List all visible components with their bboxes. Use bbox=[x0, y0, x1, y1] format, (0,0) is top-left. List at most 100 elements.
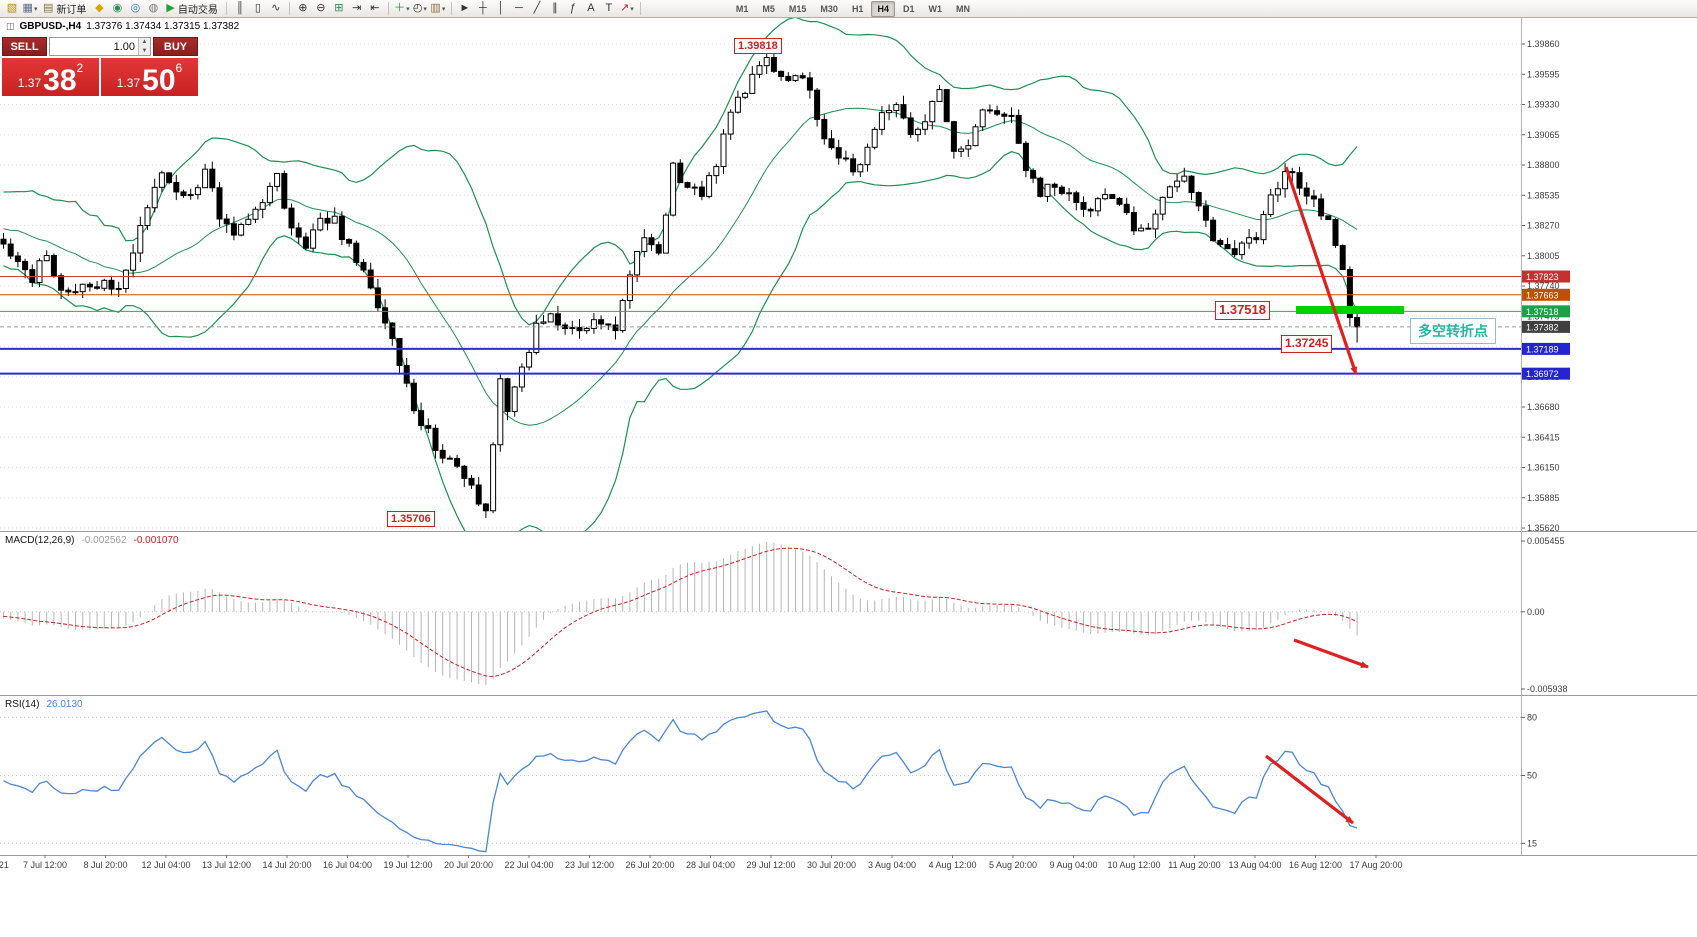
candlestick-chart-button[interactable]: ▯ bbox=[249, 1, 267, 17]
time-axis-label: 28 Jul 04:00 bbox=[686, 860, 735, 870]
channel-button[interactable]: ∥ bbox=[546, 1, 564, 17]
sell-price-big: 38 bbox=[43, 63, 77, 97]
price-tag-label: 1.37518 bbox=[1526, 307, 1559, 317]
support-highlight-bar[interactable] bbox=[1296, 306, 1404, 314]
chart-title-bar: ◫ GBPUSD-,H4 1.37376 1.37434 1.37315 1.3… bbox=[6, 21, 239, 32]
toolbar-separator bbox=[639, 2, 641, 15]
sell-price-display[interactable]: 1.37 38 2 bbox=[2, 58, 99, 96]
buy-button[interactable]: BUY bbox=[153, 37, 198, 56]
data-window-button[interactable]: ◉ bbox=[108, 1, 126, 17]
text-button[interactable]: A bbox=[582, 1, 600, 17]
horizontal-line-button[interactable]: ─ bbox=[510, 1, 528, 17]
marketwatch-button[interactable]: ◆ bbox=[90, 1, 108, 17]
price-scale-label: 1.38535 bbox=[1527, 190, 1560, 200]
timeframe-h1-button[interactable]: H1 bbox=[851, 3, 864, 14]
cursor-icon: ► bbox=[459, 2, 471, 14]
fibonacci-button[interactable]: ƒ bbox=[564, 1, 582, 17]
toolbar-separator bbox=[225, 2, 227, 15]
indicators-button[interactable]: ＋ ▾ bbox=[393, 1, 411, 17]
trade-controls-row: SELL 1.00 ▲ ▼ BUY bbox=[2, 37, 198, 56]
buy-price-display[interactable]: 1.37 50 6 bbox=[101, 58, 198, 96]
price-tag-1.37823 bbox=[1522, 270, 1570, 283]
macd-down-arrow[interactable] bbox=[1293, 638, 1369, 669]
time-axis-label: 30 Jul 20:00 bbox=[807, 860, 856, 870]
timeframe-mn-button[interactable]: MN bbox=[955, 3, 970, 14]
timeframe-w1-button[interactable]: W1 bbox=[928, 3, 942, 14]
sell-button[interactable]: SELL bbox=[2, 37, 47, 56]
crosshair-icon: ┼ bbox=[478, 2, 487, 14]
price-tag-1.37663 bbox=[1522, 288, 1570, 301]
terminal-icon: ◍ bbox=[148, 2, 159, 14]
macd-title: MACD(12,26,9) -0.002562 -0.001070 bbox=[5, 535, 179, 546]
price-tag-label: 1.37382 bbox=[1526, 322, 1559, 332]
chart-shift-icon: ⇤ bbox=[370, 2, 380, 14]
spinner-down-icon[interactable]: ▼ bbox=[139, 46, 150, 55]
chart-shift-button[interactable]: ⇤ bbox=[366, 1, 384, 17]
new-chart-button[interactable]: ▦ ▾ bbox=[21, 1, 39, 17]
candles-layer bbox=[0, 48, 1361, 519]
timeframe-d1-button[interactable]: D1 bbox=[902, 3, 915, 14]
arrows-button[interactable]: ↗ ▾ bbox=[618, 1, 636, 17]
timeframe-m15-button[interactable]: M15 bbox=[788, 3, 807, 14]
periods-icon: ◴ bbox=[412, 2, 423, 14]
time-axis-label: 4 Aug 12:00 bbox=[928, 860, 976, 870]
spinner-up-icon[interactable]: ▲ bbox=[139, 38, 150, 47]
price-scale-label: 1.36150 bbox=[1527, 463, 1560, 473]
price-tag-1.37189 bbox=[1522, 342, 1570, 355]
dropdown-caret-icon: ▾ bbox=[441, 5, 446, 13]
price-scale-label: 1.36680 bbox=[1527, 402, 1560, 412]
volume-input[interactable]: 1.00 ▲ ▼ bbox=[49, 37, 151, 56]
rsi-down-arrow[interactable] bbox=[1265, 754, 1354, 825]
zoom-in-button[interactable]: ⊕ bbox=[294, 1, 312, 17]
time-axis-label: 7 Jul 12:00 bbox=[23, 860, 67, 870]
volume-value: 1.00 bbox=[113, 40, 135, 53]
time-axis-label: 23 Jul 12:00 bbox=[565, 860, 614, 870]
auto-scroll-button[interactable]: ⇥ bbox=[348, 1, 366, 17]
periods-button[interactable]: ◴ ▾ bbox=[411, 1, 429, 17]
trendline-icon: ╱ bbox=[533, 2, 541, 14]
terminal-button[interactable]: ◍ bbox=[144, 1, 162, 17]
time-axis-label: 14 Jul 20:00 bbox=[262, 860, 311, 870]
crosshair-button[interactable]: ┼ bbox=[474, 1, 492, 17]
time-axis-label: 13 Jul 12:00 bbox=[202, 860, 251, 870]
timeframe-m1-button[interactable]: M1 bbox=[735, 3, 749, 14]
indicators-icon: ＋ bbox=[394, 2, 406, 14]
app-icon: ▧ bbox=[3, 1, 21, 17]
new-order-button[interactable]: ▤ 新订单 bbox=[39, 1, 90, 17]
line-chart-button[interactable]: ∿ bbox=[267, 1, 285, 17]
rsi-scale-label: 80 bbox=[1527, 712, 1537, 722]
volume-spinner[interactable]: ▲ ▼ bbox=[138, 38, 150, 55]
timeframe-h4-button[interactable]: H4 bbox=[871, 0, 895, 17]
price-scale-label: 1.39595 bbox=[1527, 69, 1560, 79]
price-tag-label: 1.37823 bbox=[1526, 272, 1559, 282]
vertical-line-button[interactable]: │ bbox=[492, 1, 510, 17]
horizontal-line-icon: ─ bbox=[514, 2, 523, 14]
price-scale-label: 1.38270 bbox=[1527, 221, 1560, 231]
cursor-button[interactable]: ► bbox=[456, 1, 474, 17]
templates-button[interactable]: ▥ ▾ bbox=[429, 1, 447, 17]
rsi-scale-label: 15 bbox=[1527, 838, 1537, 848]
time-axis-label: 22 Jul 04:00 bbox=[504, 860, 553, 870]
timeframe-m30-button[interactable]: M30 bbox=[820, 3, 838, 14]
bar-chart-button[interactable]: ║ bbox=[231, 1, 249, 17]
data-window-icon: ◉ bbox=[112, 2, 123, 14]
trendline-button[interactable]: ╱ bbox=[528, 1, 546, 17]
buy-price-small: 1.37 bbox=[116, 76, 141, 90]
zoom-out-button[interactable]: ⊖ bbox=[312, 1, 330, 17]
navigator-button[interactable]: ◎ bbox=[126, 1, 144, 17]
tile-windows-button[interactable]: ⊞ bbox=[330, 1, 348, 17]
autotrading-button[interactable]: ▶ 自动交易 bbox=[162, 1, 221, 17]
templates-icon: ▥ bbox=[430, 2, 441, 14]
time-axis-label: 17 Aug 20:00 bbox=[1349, 860, 1402, 870]
chart-ohlc-values: 1.37376 1.37434 1.37315 1.37382 bbox=[86, 21, 240, 32]
text-label-button[interactable]: T bbox=[600, 1, 618, 17]
price-tag-1.36972 bbox=[1522, 367, 1570, 380]
price-down-arrow[interactable] bbox=[1284, 166, 1358, 375]
time-axis-label: 3 Aug 04:00 bbox=[868, 860, 916, 870]
timeframe-m5-button[interactable]: M5 bbox=[762, 3, 775, 14]
time-axis-label: 19 Jul 12:00 bbox=[383, 860, 432, 870]
trade-price-row: 1.37 38 2 1.37 50 6 bbox=[2, 58, 198, 96]
